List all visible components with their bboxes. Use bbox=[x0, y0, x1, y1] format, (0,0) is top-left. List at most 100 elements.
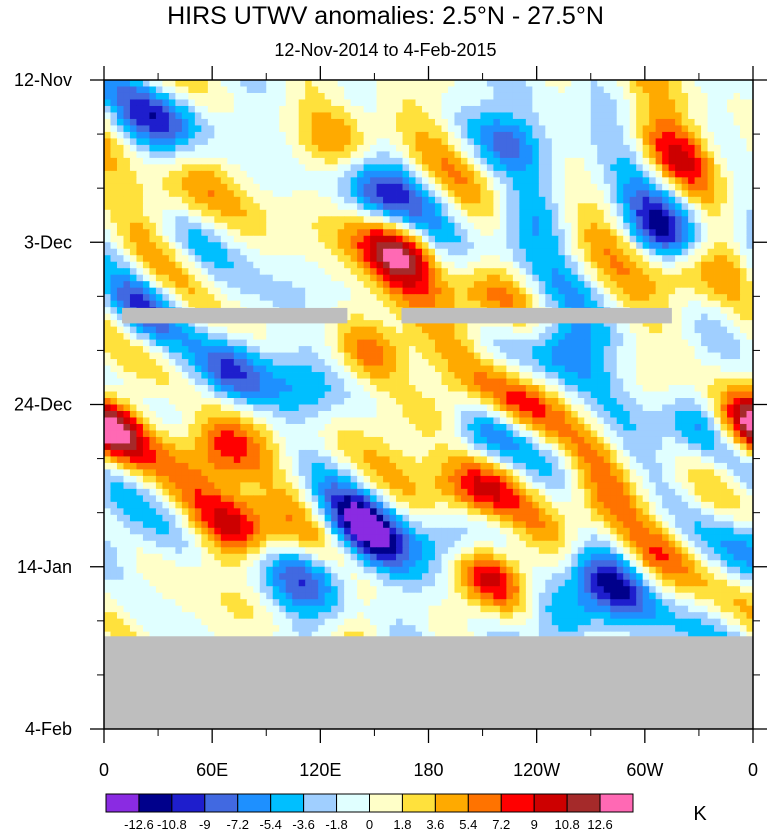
field-cell bbox=[214, 339, 222, 347]
field-cell bbox=[506, 86, 514, 94]
field-cell bbox=[129, 255, 137, 263]
field-cell bbox=[441, 125, 449, 133]
field-cell bbox=[194, 339, 202, 347]
field-cell bbox=[519, 131, 527, 139]
field-cell bbox=[642, 203, 650, 211]
field-cell bbox=[402, 177, 410, 185]
field-cell bbox=[246, 391, 254, 399]
field-cell bbox=[201, 157, 209, 165]
field-cell bbox=[370, 80, 377, 87]
field-cell bbox=[701, 294, 708, 302]
field-cell bbox=[668, 112, 676, 120]
field-cell bbox=[253, 209, 261, 217]
field-cell bbox=[701, 346, 708, 353]
field-cell bbox=[376, 391, 384, 399]
field-cell bbox=[727, 151, 734, 159]
field-cell bbox=[337, 131, 345, 139]
field-cell bbox=[337, 398, 345, 405]
field-cell bbox=[733, 190, 741, 198]
field-cell bbox=[136, 365, 144, 373]
field-cell bbox=[655, 300, 663, 308]
field-cell bbox=[253, 151, 261, 159]
field-cell bbox=[623, 203, 631, 211]
field-cell bbox=[720, 398, 728, 405]
field-cell bbox=[376, 385, 384, 392]
field-cell bbox=[701, 300, 708, 308]
field-cell bbox=[707, 281, 715, 289]
field-cell bbox=[525, 138, 533, 146]
field-cell bbox=[285, 287, 293, 295]
field-cell bbox=[623, 391, 631, 399]
field-cell bbox=[538, 326, 546, 334]
field-cell bbox=[740, 372, 747, 379]
field-cell bbox=[662, 151, 670, 159]
field-cell bbox=[259, 131, 267, 139]
field-cell bbox=[110, 320, 118, 328]
field-cell bbox=[357, 352, 364, 360]
field-cell bbox=[681, 385, 689, 392]
field-cell bbox=[246, 333, 254, 340]
field-cell bbox=[447, 157, 455, 165]
field-cell bbox=[584, 92, 592, 100]
field-cell bbox=[129, 112, 137, 120]
field-cell bbox=[629, 287, 637, 295]
field-cell bbox=[714, 203, 721, 211]
field-cell bbox=[740, 138, 747, 146]
field-cell bbox=[318, 125, 326, 133]
field-cell bbox=[480, 229, 488, 237]
field-cell bbox=[311, 216, 319, 224]
field-cell bbox=[480, 261, 488, 269]
field-cell bbox=[629, 92, 637, 100]
field-cell bbox=[285, 294, 293, 302]
field-cell bbox=[279, 255, 287, 263]
field-cell bbox=[104, 326, 111, 334]
field-cell bbox=[746, 151, 754, 159]
field-cell bbox=[597, 391, 605, 399]
field-cell bbox=[162, 365, 170, 373]
field-cell bbox=[298, 320, 306, 328]
field-cell bbox=[409, 287, 416, 295]
field-cell bbox=[175, 372, 183, 379]
field-cell bbox=[441, 372, 449, 379]
field-cell bbox=[104, 320, 111, 328]
field-cell bbox=[136, 281, 144, 289]
field-cell bbox=[434, 300, 442, 308]
field-cell bbox=[344, 391, 352, 399]
field-cell bbox=[168, 92, 176, 100]
field-cell bbox=[441, 203, 449, 211]
field-cell bbox=[564, 281, 572, 289]
field-cell bbox=[123, 261, 131, 269]
field-cell bbox=[175, 261, 183, 269]
field-cell bbox=[746, 268, 754, 276]
field-cell bbox=[324, 359, 332, 366]
field-cell bbox=[571, 203, 579, 211]
field-cell bbox=[272, 294, 280, 302]
field-cell bbox=[584, 118, 592, 126]
field-cell bbox=[740, 203, 747, 211]
field-cell bbox=[162, 138, 170, 146]
field-cell bbox=[746, 209, 754, 217]
field-cell bbox=[662, 157, 670, 165]
field-cell bbox=[434, 268, 442, 276]
field-cell bbox=[155, 229, 163, 237]
field-cell bbox=[259, 261, 267, 269]
field-cell bbox=[194, 118, 202, 126]
field-cell bbox=[305, 365, 313, 373]
field-cell bbox=[616, 235, 624, 243]
field-cell bbox=[675, 307, 683, 315]
field-cell bbox=[409, 144, 416, 152]
field-cell bbox=[506, 326, 514, 334]
field-cell bbox=[447, 287, 455, 295]
field-cell bbox=[155, 320, 163, 328]
field-cell bbox=[246, 92, 254, 100]
field-cell bbox=[415, 398, 423, 405]
field-cell bbox=[357, 268, 364, 276]
field-cell bbox=[727, 99, 734, 107]
field-cell bbox=[590, 164, 598, 172]
field-cell bbox=[532, 333, 540, 340]
field-cell bbox=[305, 164, 313, 172]
field-cell bbox=[123, 372, 131, 379]
field-cell bbox=[519, 112, 527, 120]
field-cell bbox=[473, 190, 481, 198]
field-cell bbox=[201, 151, 209, 159]
